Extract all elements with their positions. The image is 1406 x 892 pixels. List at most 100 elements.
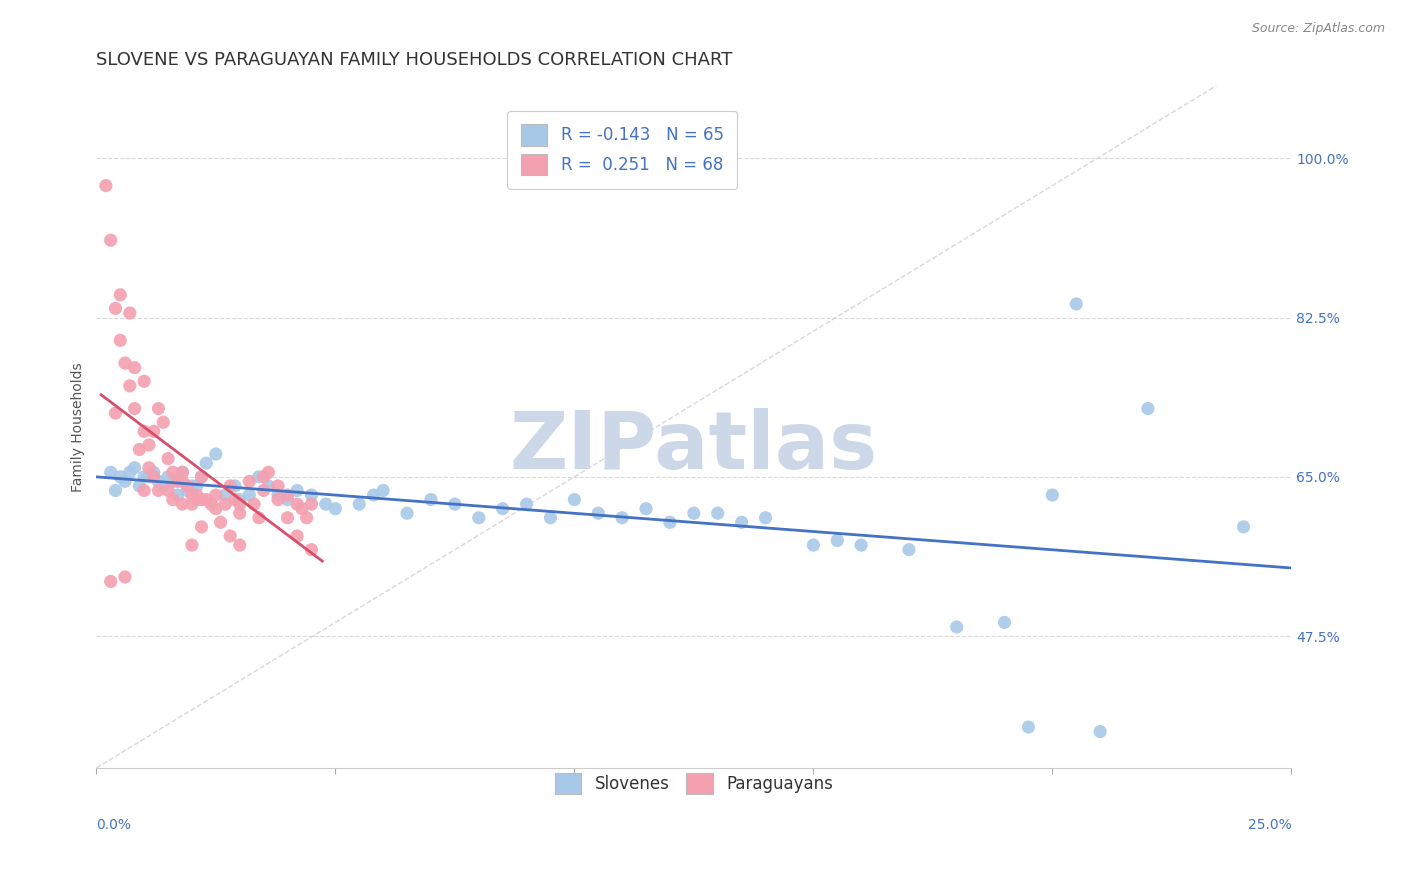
Point — [897, 542, 920, 557]
Point — [124, 360, 146, 375]
Point — [114, 475, 136, 489]
Point — [186, 479, 208, 493]
Point — [162, 465, 184, 479]
Point — [1040, 488, 1063, 502]
Point — [610, 510, 633, 524]
Point — [200, 497, 222, 511]
Point — [172, 465, 194, 479]
Point — [190, 470, 212, 484]
Point — [172, 465, 194, 479]
Point — [825, 533, 848, 548]
Point — [162, 492, 184, 507]
Point — [801, 538, 824, 552]
Text: Source: ZipAtlas.com: Source: ZipAtlas.com — [1251, 22, 1385, 36]
Point — [730, 516, 752, 530]
Point — [181, 497, 204, 511]
Point — [124, 460, 146, 475]
Point — [118, 379, 141, 393]
Point — [104, 301, 127, 316]
Point — [267, 479, 290, 493]
Point — [152, 415, 174, 429]
Point — [301, 488, 323, 502]
Point — [205, 447, 228, 461]
Point — [186, 488, 208, 502]
Point — [114, 570, 136, 584]
Point — [363, 488, 385, 502]
Point — [94, 178, 117, 193]
Point — [277, 488, 299, 502]
Point — [205, 488, 228, 502]
Point — [181, 538, 204, 552]
Point — [468, 510, 491, 524]
Point — [157, 470, 180, 484]
Point — [492, 501, 515, 516]
Point — [104, 483, 127, 498]
Point — [253, 483, 276, 498]
Point — [325, 501, 347, 516]
Point — [219, 529, 242, 543]
Point — [849, 538, 872, 552]
Point — [285, 497, 308, 511]
Point — [176, 483, 198, 498]
Point — [224, 492, 246, 507]
Point — [219, 479, 242, 493]
Point — [586, 506, 609, 520]
Point — [285, 529, 308, 543]
Point — [209, 516, 232, 530]
Point — [190, 492, 212, 507]
Point — [373, 483, 395, 498]
Point — [172, 497, 194, 511]
Point — [148, 475, 170, 489]
Point — [257, 465, 280, 479]
Point — [166, 475, 188, 489]
Point — [181, 479, 204, 493]
Point — [176, 479, 198, 493]
Point — [190, 520, 212, 534]
Point — [134, 483, 156, 498]
Point — [205, 501, 228, 516]
Point — [138, 460, 160, 475]
Point — [243, 497, 266, 511]
Point — [114, 356, 136, 370]
Point — [181, 488, 204, 502]
Point — [515, 497, 537, 511]
Point — [110, 288, 132, 302]
Text: 25.0%: 25.0% — [1247, 818, 1291, 832]
Point — [945, 620, 967, 634]
Point — [110, 470, 132, 484]
Point — [754, 510, 776, 524]
Point — [118, 465, 141, 479]
Point — [444, 497, 467, 511]
Point — [1064, 297, 1087, 311]
Point — [152, 479, 174, 493]
Point — [157, 451, 180, 466]
Point — [104, 406, 127, 420]
Point — [190, 470, 212, 484]
Point — [214, 488, 236, 502]
Point — [148, 401, 170, 416]
Point — [267, 488, 290, 502]
Point — [301, 497, 323, 511]
Point — [277, 510, 299, 524]
Point — [295, 510, 318, 524]
Text: 0.0%: 0.0% — [97, 818, 131, 832]
Point — [1136, 401, 1159, 416]
Point — [128, 442, 150, 457]
Point — [142, 465, 165, 479]
Point — [238, 488, 260, 502]
Legend: Slovenes, Paraguayans: Slovenes, Paraguayans — [548, 766, 839, 801]
Point — [253, 470, 276, 484]
Point — [214, 497, 236, 511]
Point — [285, 483, 308, 498]
Point — [157, 483, 180, 498]
Point — [118, 306, 141, 320]
Point — [562, 492, 585, 507]
Point — [148, 483, 170, 498]
Point — [349, 497, 371, 511]
Point — [658, 516, 681, 530]
Point — [229, 492, 252, 507]
Point — [162, 475, 184, 489]
Point — [142, 470, 165, 484]
Point — [172, 475, 194, 489]
Point — [291, 501, 314, 516]
